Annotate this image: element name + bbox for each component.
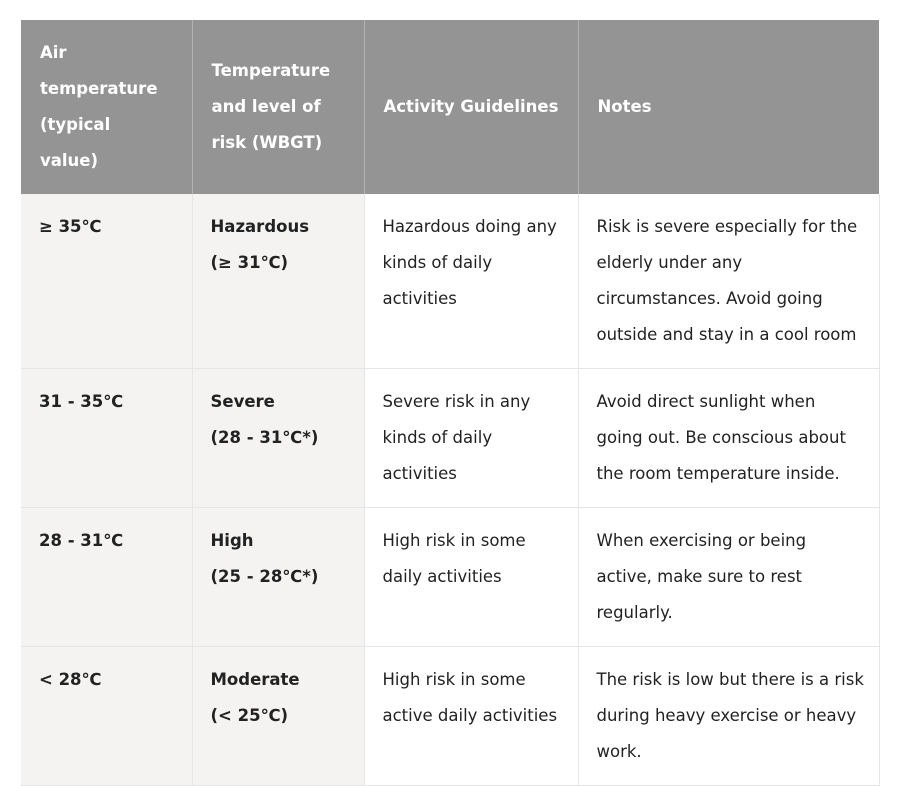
wbgt-range: (28 - 31℃*) [210,428,319,447]
risk-level-cell: Hazardous (≥ 31℃) [192,194,365,369]
header-air-temperature: Air temperature (typical value) [21,20,193,194]
table-header-row: Air temperature (typical value) Temperat… [21,20,879,194]
heat-risk-table: Air temperature (typical value) Temperat… [21,20,880,786]
table-row: 31 - 35℃ Severe (28 - 31℃*) Severe risk … [21,368,880,508]
risk-level-cell: Severe (28 - 31℃*) [192,368,365,508]
risk-level-label: High [210,531,254,550]
air-temperature-cell: ≥ 35℃ [21,194,193,369]
air-temperature-cell: 31 - 35℃ [21,368,193,508]
table-row: ≥ 35℃ Hazardous (≥ 31℃) Hazardous doing … [21,194,880,369]
header-temperature-risk: Temperature and level of risk (WBGT) [192,20,365,194]
table-row: < 28℃ Moderate (< 25℃) High risk in some… [21,646,880,786]
risk-level-label: Severe [210,392,275,411]
wbgt-range: (< 25℃) [210,706,289,725]
activity-guidelines-cell: High risk in some daily activities [364,507,579,647]
risk-level-cell: Moderate (< 25℃) [192,646,365,786]
risk-level-cell: High (25 - 28℃*) [192,507,365,647]
activity-guidelines-cell: High risk in some active daily activitie… [364,646,579,786]
risk-level-label: Hazardous [210,217,310,236]
risk-level-label: Moderate [210,670,300,689]
activity-guidelines-cell: Hazardous doing any kinds of daily activ… [364,194,579,369]
header-activity-guidelines: Activity Guidelines [364,20,579,194]
header-notes: Notes [578,20,879,194]
table-row: 28 - 31℃ High (25 - 28℃*) High risk in s… [21,507,880,647]
notes-cell: Avoid direct sunlight when going out. Be… [578,368,880,508]
air-temperature-cell: 28 - 31℃ [21,507,193,647]
wbgt-range: (25 - 28℃*) [210,567,319,586]
wbgt-range: (≥ 31℃) [210,253,289,272]
notes-cell: Risk is severe especially for the elderl… [578,194,880,369]
notes-cell: The risk is low but there is a risk duri… [578,646,880,786]
notes-cell: When exercising or being active, make su… [578,507,880,647]
air-temperature-cell: < 28℃ [21,646,193,786]
activity-guidelines-cell: Severe risk in any kinds of daily activi… [364,368,579,508]
